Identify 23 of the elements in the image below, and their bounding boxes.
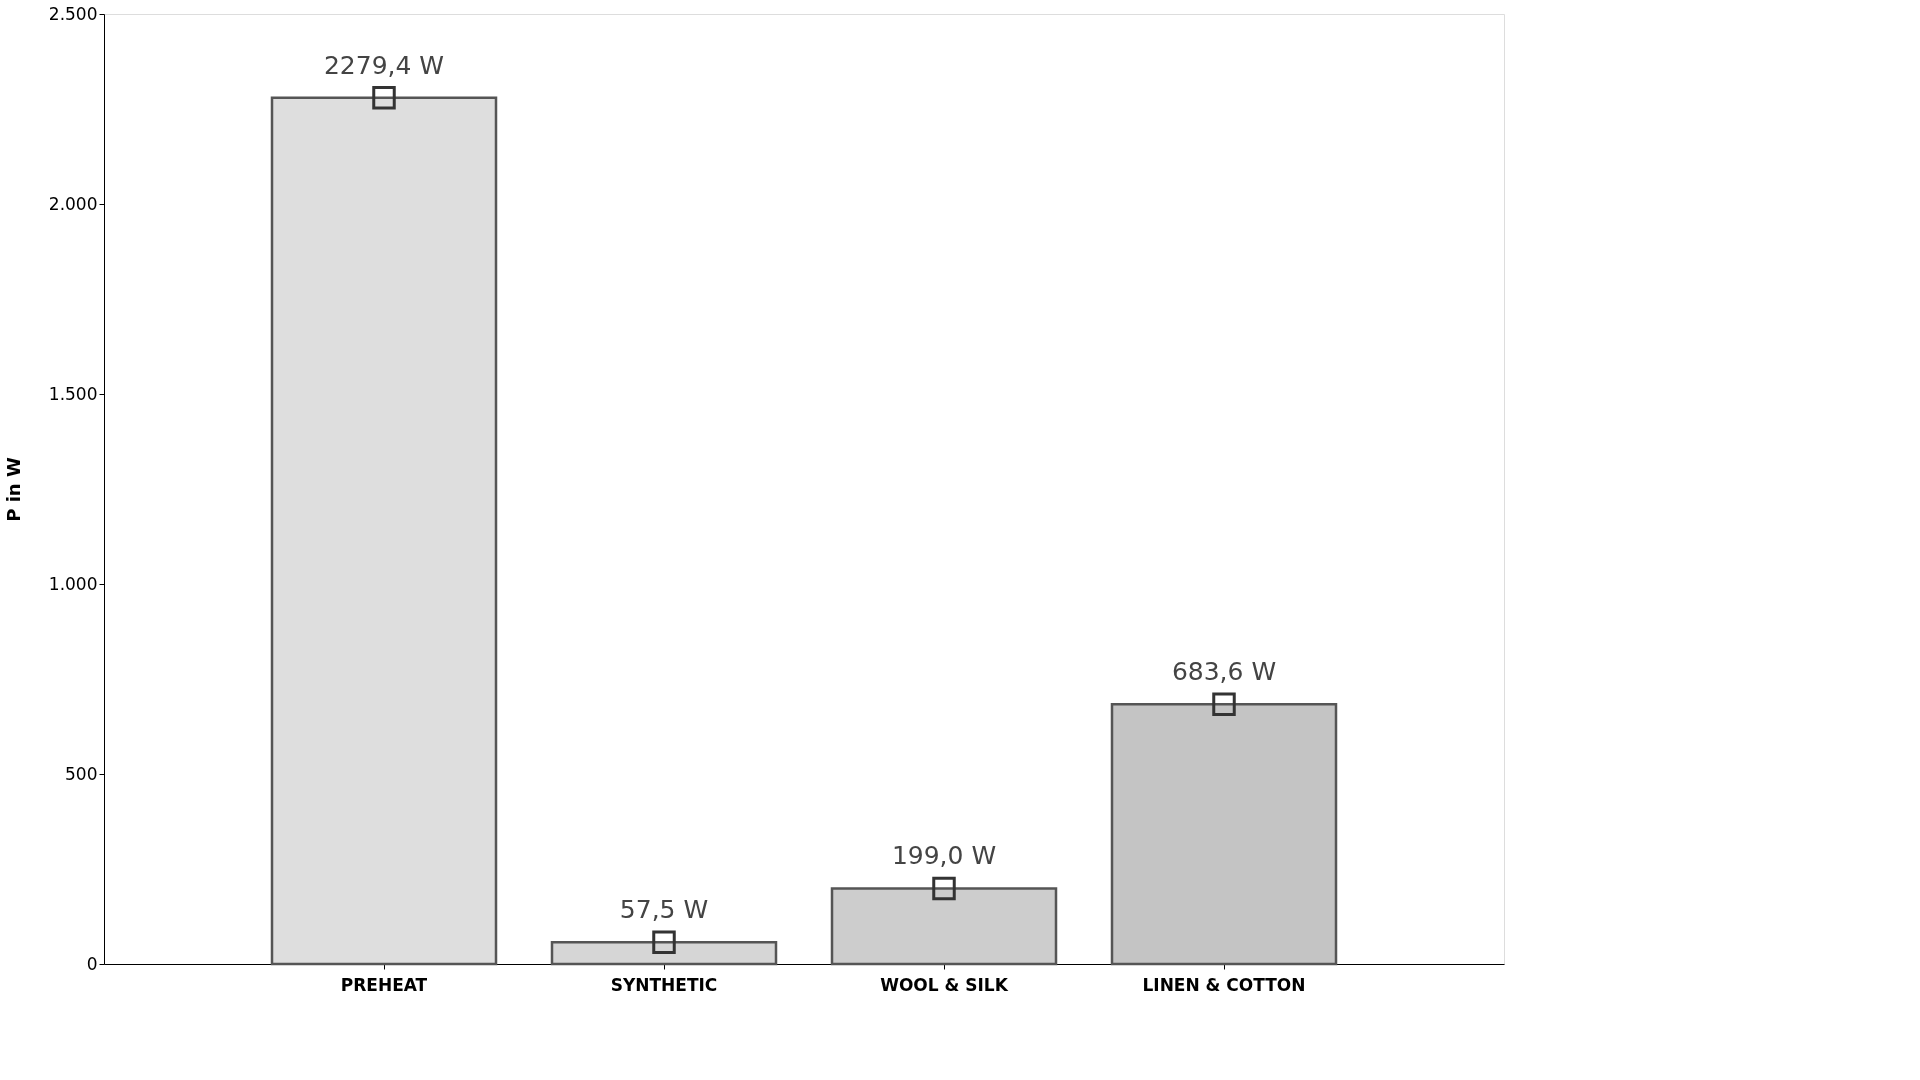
bar [270, 96, 498, 966]
y-tick-label: 2.000 [48, 193, 98, 214]
bar [1110, 702, 1338, 966]
y-tick-label: 500 [65, 763, 98, 784]
data-label: 199,0 W [891, 841, 997, 871]
x-tick-label: WOOL & SILK [880, 974, 1009, 995]
point [932, 876, 956, 901]
x-tick-label: PREHEAT [340, 974, 428, 995]
y-tick-label: 0 [86, 953, 98, 974]
bar [830, 887, 1058, 966]
point [372, 86, 396, 110]
y-tick-label: 1.500 [48, 383, 98, 404]
data-label: 57,5 W [619, 895, 709, 925]
point [1212, 692, 1236, 716]
data-label: 683,6 W [1171, 657, 1277, 687]
x-tick-label: SYNTHETIC [610, 974, 718, 995]
y-axis-title: P in W [2, 457, 24, 522]
data-label: 2279,4 W [323, 50, 445, 80]
bar [550, 940, 778, 966]
point [652, 930, 676, 954]
y-tick-label: 2.500 [48, 3, 98, 24]
y-tick-label: 1.000 [48, 573, 98, 594]
x-tick-label: LINEN & COTTON [1142, 974, 1306, 995]
